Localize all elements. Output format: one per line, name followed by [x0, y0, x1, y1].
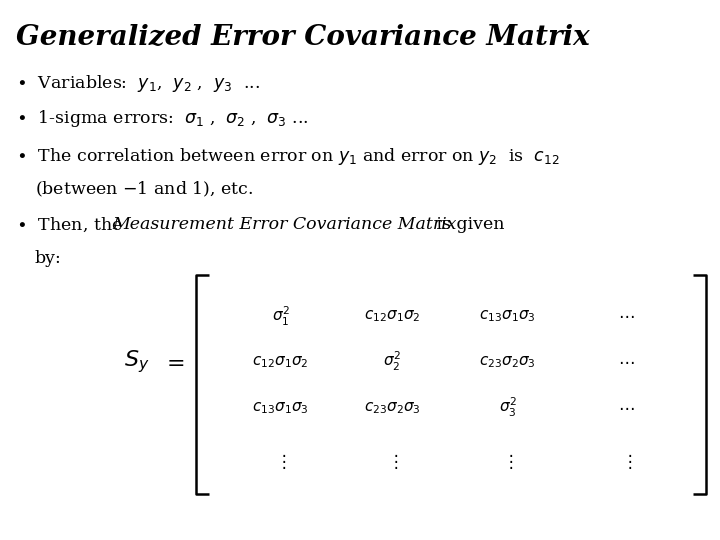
- Text: $c_{13}\sigma_1\sigma_3$: $c_{13}\sigma_1\sigma_3$: [480, 308, 536, 324]
- Text: $c_{12}\sigma_1\sigma_2$: $c_{12}\sigma_1\sigma_2$: [253, 354, 309, 370]
- Text: $=$: $=$: [161, 351, 184, 373]
- Text: $\cdots$: $\cdots$: [618, 307, 635, 325]
- Text: $\sigma_2^2$: $\sigma_2^2$: [383, 350, 402, 373]
- Text: $\bullet$  1-sigma errors:  $\sigma_1$ ,  $\sigma_2$ ,  $\sigma_3$ ...: $\bullet$ 1-sigma errors: $\sigma_1$ , $…: [16, 108, 308, 129]
- Text: $\vdots$: $\vdots$: [275, 452, 287, 471]
- Text: is given: is given: [431, 216, 504, 233]
- Text: $\vdots$: $\vdots$: [502, 452, 513, 471]
- Text: $\sigma_1^2$: $\sigma_1^2$: [271, 305, 290, 327]
- Text: $\sigma_3^2$: $\sigma_3^2$: [498, 396, 517, 419]
- Text: (between $-$1 and 1), etc.: (between $-$1 and 1), etc.: [35, 180, 253, 199]
- Text: $c_{23}\sigma_2\sigma_3$: $c_{23}\sigma_2\sigma_3$: [480, 354, 536, 370]
- Text: $\cdots$: $\cdots$: [618, 353, 635, 370]
- Text: $\cdots$: $\cdots$: [618, 399, 635, 416]
- Text: $\vdots$: $\vdots$: [621, 452, 632, 471]
- Text: by:: by:: [35, 250, 61, 267]
- Text: $c_{12}\sigma_1\sigma_2$: $c_{12}\sigma_1\sigma_2$: [364, 308, 420, 324]
- Text: $\vdots$: $\vdots$: [387, 452, 398, 471]
- Text: $S_y$: $S_y$: [124, 348, 150, 375]
- Text: $\bullet$  The correlation between error on $y_1$ and error on $y_2$  is  $c_{12: $\bullet$ The correlation between error …: [16, 146, 559, 167]
- Text: $\bullet$  Variables:  $y_1$,  $y_2$ ,  $y_3$  ...: $\bullet$ Variables: $y_1$, $y_2$ , $y_3…: [16, 73, 260, 94]
- Text: $c_{13}\sigma_1\sigma_3$: $c_{13}\sigma_1\sigma_3$: [253, 400, 309, 416]
- Text: $\bullet$  Then, the: $\bullet$ Then, the: [16, 216, 124, 234]
- Text: $c_{23}\sigma_2\sigma_3$: $c_{23}\sigma_2\sigma_3$: [364, 400, 420, 416]
- Text: Measurement Error Covariance Matrix: Measurement Error Covariance Matrix: [112, 216, 456, 233]
- Text: Generalized Error Covariance Matrix: Generalized Error Covariance Matrix: [16, 24, 590, 51]
